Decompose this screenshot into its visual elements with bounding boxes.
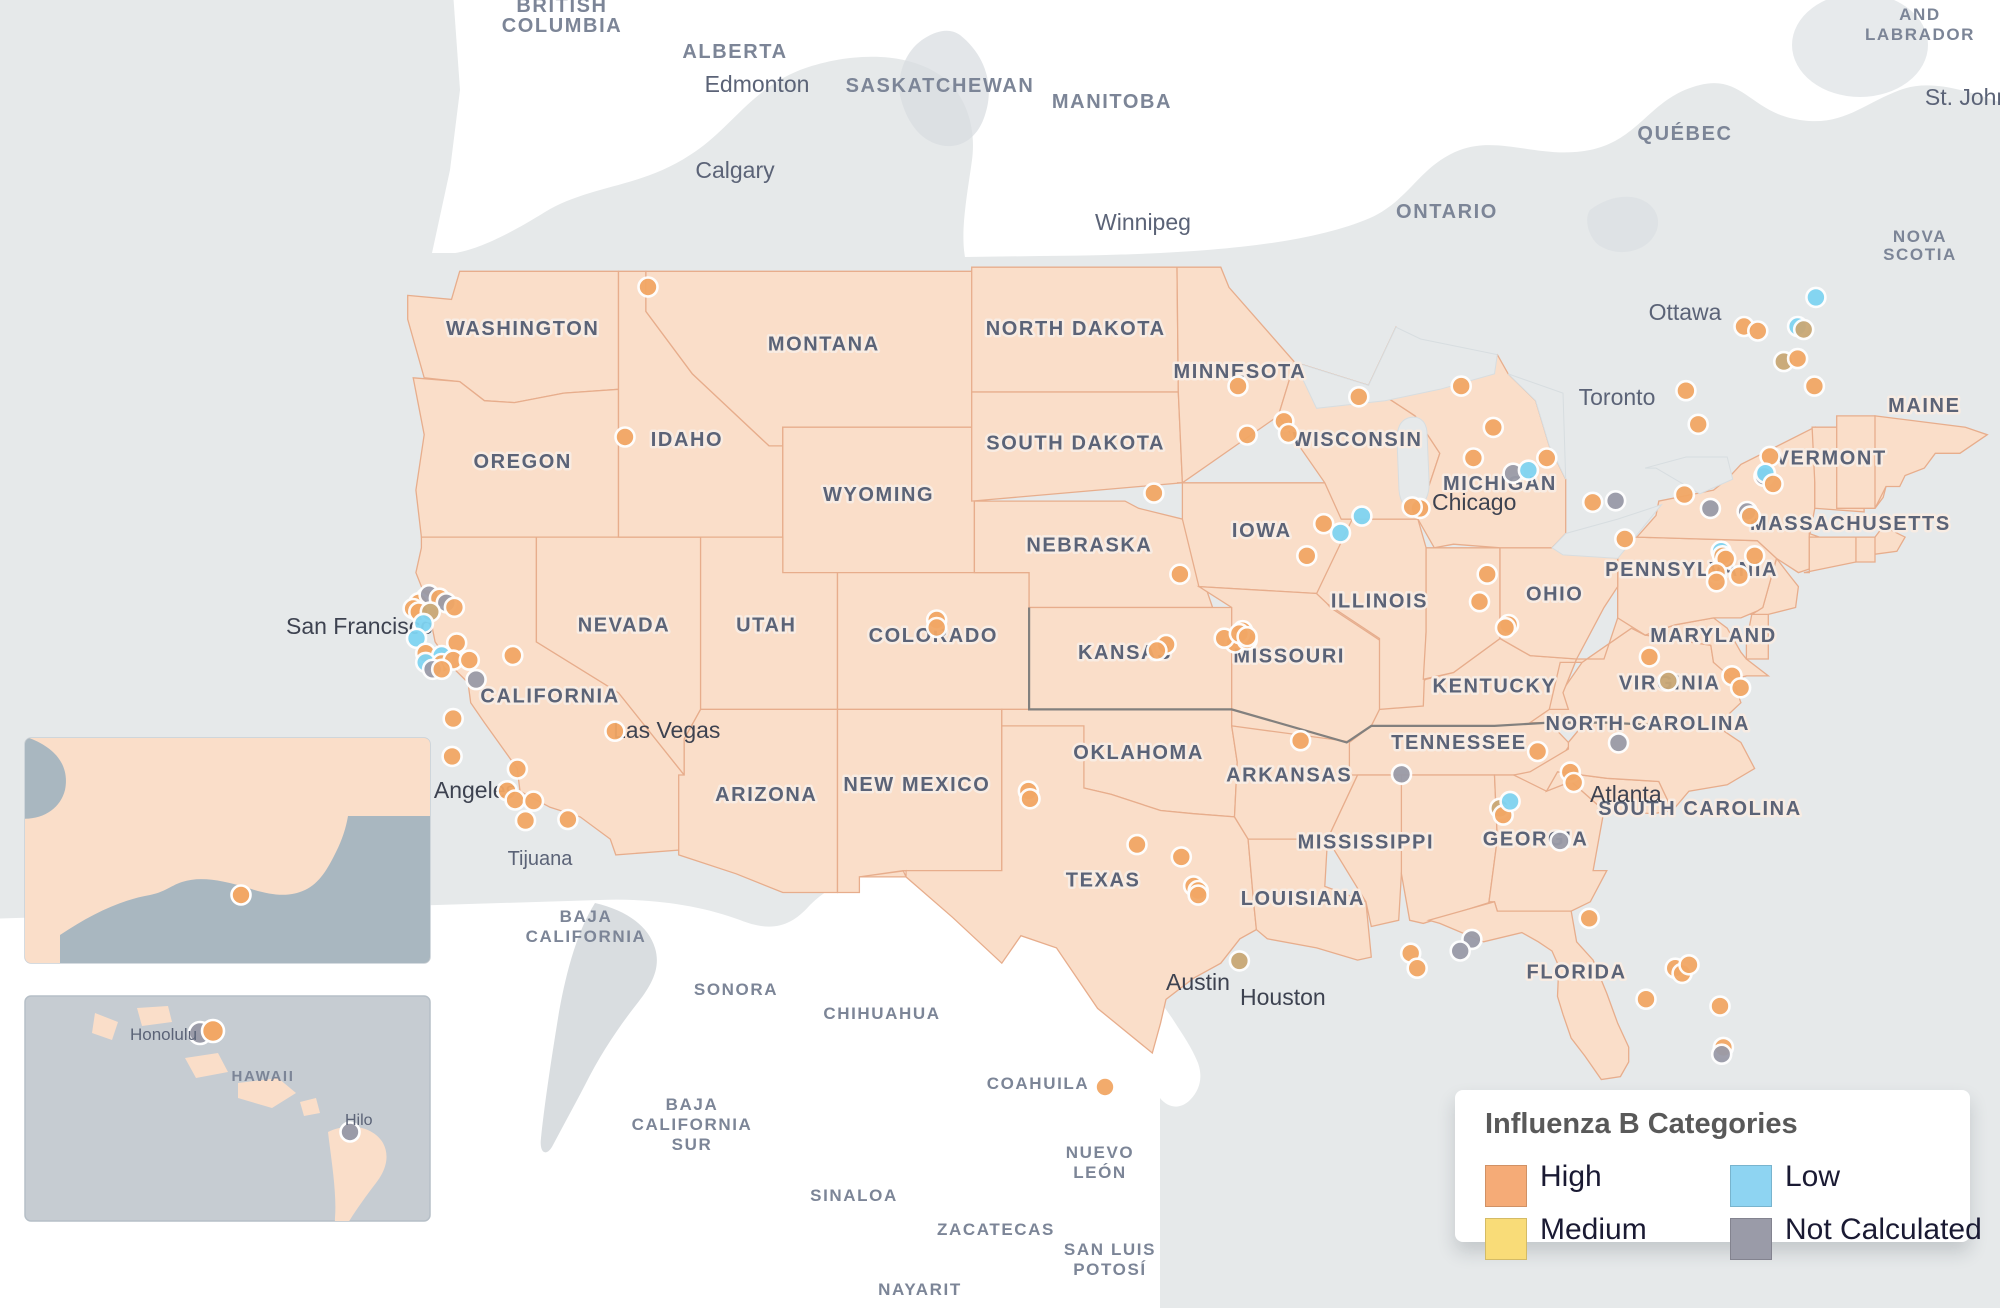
- svg-text:NEVADA: NEVADA: [578, 615, 671, 637]
- svg-text:MASSACHUSETTS: MASSACHUSETTS: [1750, 513, 1951, 535]
- svg-text:Ottawa: Ottawa: [1649, 299, 1722, 325]
- svg-text:TEXAS: TEXAS: [1066, 869, 1141, 891]
- svg-text:Las Vegas: Las Vegas: [613, 717, 720, 743]
- svg-text:CHIHUAHUA: CHIHUAHUA: [823, 1004, 940, 1023]
- svg-text:MISSISSIPPI: MISSISSIPPI: [1298, 832, 1435, 854]
- svg-text:Winnipeg: Winnipeg: [1095, 209, 1191, 235]
- svg-text:WYOMING: WYOMING: [823, 484, 934, 506]
- svg-text:SAN LUIS: SAN LUIS: [1064, 1240, 1156, 1259]
- svg-text:AND: AND: [1899, 5, 1941, 24]
- svg-text:SINALOA: SINALOA: [810, 1186, 898, 1205]
- svg-text:NORTH CAROLINA: NORTH CAROLINA: [1545, 713, 1750, 735]
- svg-text:WASHINGTON: WASHINGTON: [446, 318, 599, 340]
- svg-text:LEÓN: LEÓN: [1073, 1163, 1127, 1182]
- svg-text:NUEVO: NUEVO: [1066, 1143, 1134, 1162]
- svg-text:NEBRASKA: NEBRASKA: [1026, 534, 1152, 556]
- svg-text:NAYARIT: NAYARIT: [878, 1280, 962, 1299]
- svg-text:CALIFORNIA: CALIFORNIA: [480, 686, 619, 708]
- svg-text:BAJA: BAJA: [560, 907, 613, 926]
- svg-text:IOWA: IOWA: [1232, 520, 1292, 542]
- svg-text:Houston: Houston: [1240, 984, 1326, 1010]
- svg-text:Honolulu: Honolulu: [130, 1025, 197, 1044]
- svg-text:ZACATECAS: ZACATECAS: [937, 1220, 1055, 1239]
- svg-text:OHIO: OHIO: [1526, 584, 1584, 606]
- svg-text:SASKATCHEWAN: SASKATCHEWAN: [846, 75, 1035, 97]
- svg-text:MANITOBA: MANITOBA: [1052, 91, 1172, 113]
- svg-text:VERMONT: VERMONT: [1776, 447, 1887, 469]
- svg-text:Hilo: Hilo: [345, 1112, 373, 1129]
- svg-text:CALIFORNIA: CALIFORNIA: [632, 1115, 753, 1134]
- svg-text:BAJA: BAJA: [666, 1095, 719, 1114]
- svg-text:Toronto: Toronto: [1579, 384, 1656, 410]
- svg-text:Chicago: Chicago: [1432, 489, 1516, 515]
- svg-text:FLORIDA: FLORIDA: [1527, 961, 1627, 983]
- svg-text:UTAH: UTAH: [736, 615, 796, 637]
- svg-text:St. John's: St. John's: [1925, 84, 2000, 110]
- svg-text:SOUTH DAKOTA: SOUTH DAKOTA: [986, 433, 1165, 455]
- svg-text:POTOSÍ: POTOSÍ: [1073, 1260, 1147, 1279]
- svg-text:ILLINOIS: ILLINOIS: [1331, 591, 1428, 613]
- svg-text:MARYLAND: MARYLAND: [1650, 625, 1777, 647]
- svg-text:WISCONSIN: WISCONSIN: [1293, 429, 1423, 451]
- svg-text:TENNESSEE: TENNESSEE: [1391, 732, 1527, 754]
- svg-text:MAINE: MAINE: [1888, 395, 1960, 417]
- svg-text:IDAHO: IDAHO: [651, 429, 723, 451]
- svg-text:Atlanta: Atlanta: [1590, 781, 1662, 807]
- svg-text:Edmonton: Edmonton: [705, 71, 810, 97]
- svg-text:OKLAHOMA: OKLAHOMA: [1073, 742, 1204, 764]
- svg-text:ARIZONA: ARIZONA: [715, 784, 817, 806]
- svg-text:Calgary: Calgary: [695, 157, 775, 183]
- svg-text:SONORA: SONORA: [694, 980, 778, 999]
- svg-text:CALIFORNIA: CALIFORNIA: [526, 927, 647, 946]
- svg-text:NORTH DAKOTA: NORTH DAKOTA: [986, 318, 1166, 340]
- svg-text:Austin: Austin: [1166, 969, 1230, 995]
- svg-text:ONTARIO: ONTARIO: [1396, 201, 1498, 223]
- svg-text:NEW MEXICO: NEW MEXICO: [843, 774, 990, 796]
- svg-text:OREGON: OREGON: [473, 451, 572, 473]
- svg-text:ARKANSAS: ARKANSAS: [1226, 765, 1352, 787]
- svg-text:ALBERTA: ALBERTA: [682, 41, 787, 63]
- svg-text:GEORGIA: GEORGIA: [1483, 829, 1589, 851]
- svg-text:LOUISIANA: LOUISIANA: [1241, 888, 1365, 910]
- svg-text:SCOTIA: SCOTIA: [1883, 245, 1957, 264]
- svg-text:MONTANA: MONTANA: [768, 334, 880, 356]
- svg-text:QUÉBEC: QUÉBEC: [1637, 122, 1732, 145]
- svg-text:NOVA: NOVA: [1893, 227, 1947, 246]
- svg-text:COLUMBIA: COLUMBIA: [502, 15, 623, 37]
- svg-text:LABRADOR: LABRADOR: [1865, 25, 1975, 44]
- svg-text:COAHUILA: COAHUILA: [987, 1074, 1090, 1093]
- svg-text:Tijuana: Tijuana: [508, 848, 574, 870]
- svg-text:SUR: SUR: [672, 1135, 713, 1154]
- svg-text:HAWAII: HAWAII: [232, 1068, 295, 1085]
- svg-text:KENTUCKY: KENTUCKY: [1433, 676, 1557, 698]
